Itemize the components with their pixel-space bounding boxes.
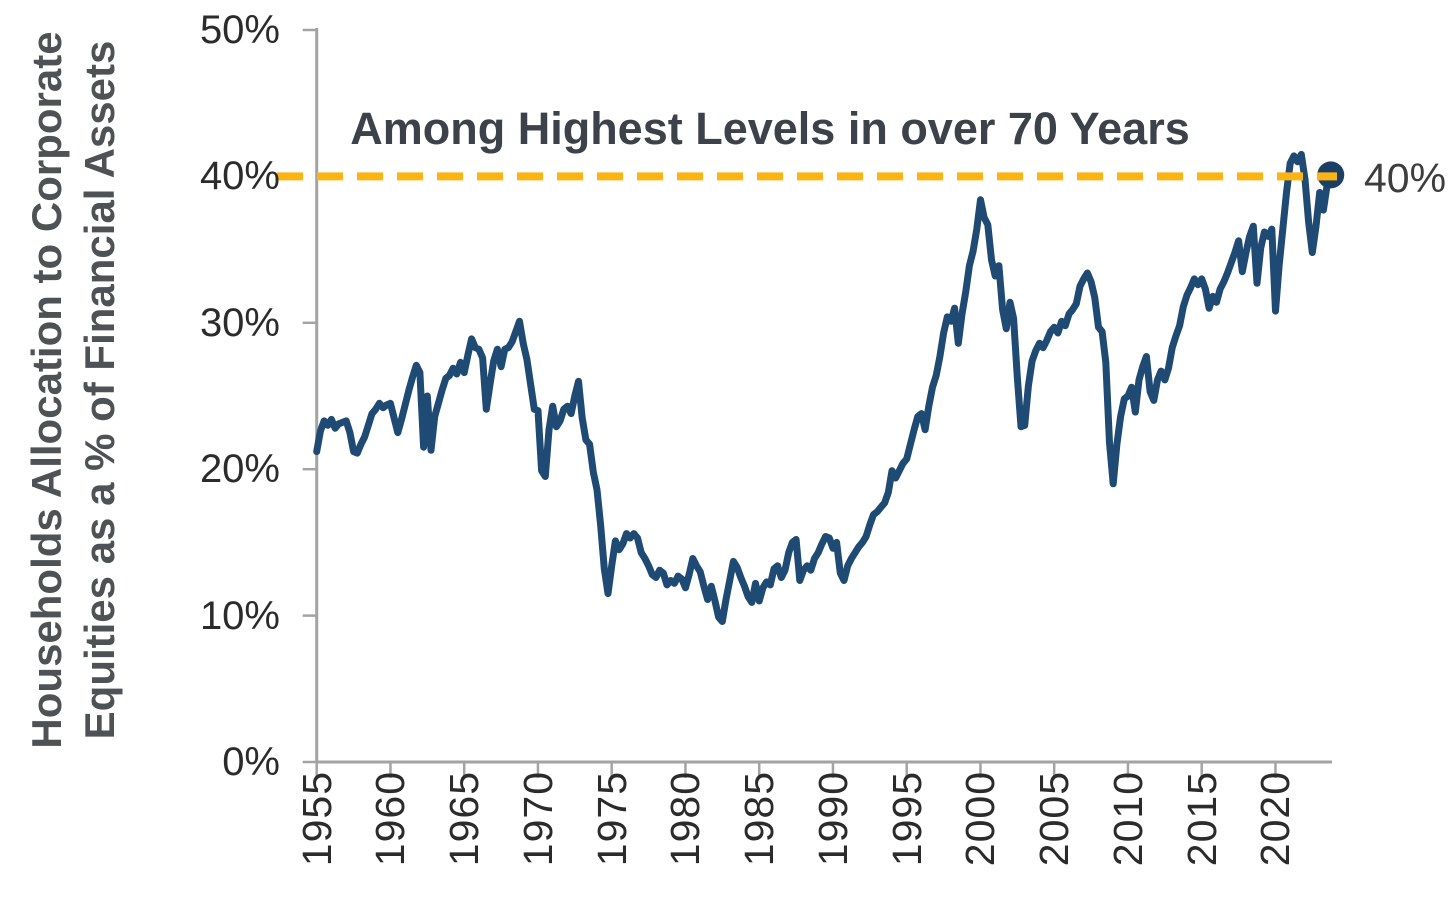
x-tick-label: 2005 [1031, 771, 1078, 867]
y-tick-label: 10% [199, 593, 280, 638]
x-tick-label: 2020 [1252, 771, 1299, 867]
y-axis-title-line1: Households Allocation to Corporate [23, 31, 70, 749]
x-tick-label: 1955 [293, 771, 340, 867]
x-tick-label: 2010 [1104, 771, 1151, 867]
x-tick-label: 1995 [883, 771, 930, 867]
x-tick-label: 1980 [662, 771, 709, 867]
x-tick-label: 2000 [957, 771, 1004, 867]
y-axis-title-line2: Equities as a % of Financial Assets [76, 40, 123, 740]
series-line [313, 150, 1335, 625]
x-tick-label: 1990 [809, 771, 856, 867]
y-tick-label: 0% [222, 740, 280, 784]
y-tick-label: 20% [199, 447, 280, 492]
x-tick-label: 1970 [514, 771, 561, 867]
x-tick-label: 1965 [441, 771, 488, 867]
x-tick-label: 2015 [1178, 771, 1225, 867]
x-tick-label: 1985 [736, 771, 783, 867]
reference-line-right-label: 40% [1364, 155, 1447, 201]
x-tick-label: 1960 [367, 771, 414, 867]
y-tick-label: 30% [199, 300, 280, 345]
y-tick-label: 50% [199, 8, 280, 52]
x-tick-label: 1975 [588, 771, 635, 867]
y-axis-title: Households Allocation to Corporate Equit… [20, 0, 130, 780]
y-tick-label: 40% [199, 154, 280, 199]
chart-annotation-title: Among Highest Levels in over 70 Years [350, 103, 1190, 154]
